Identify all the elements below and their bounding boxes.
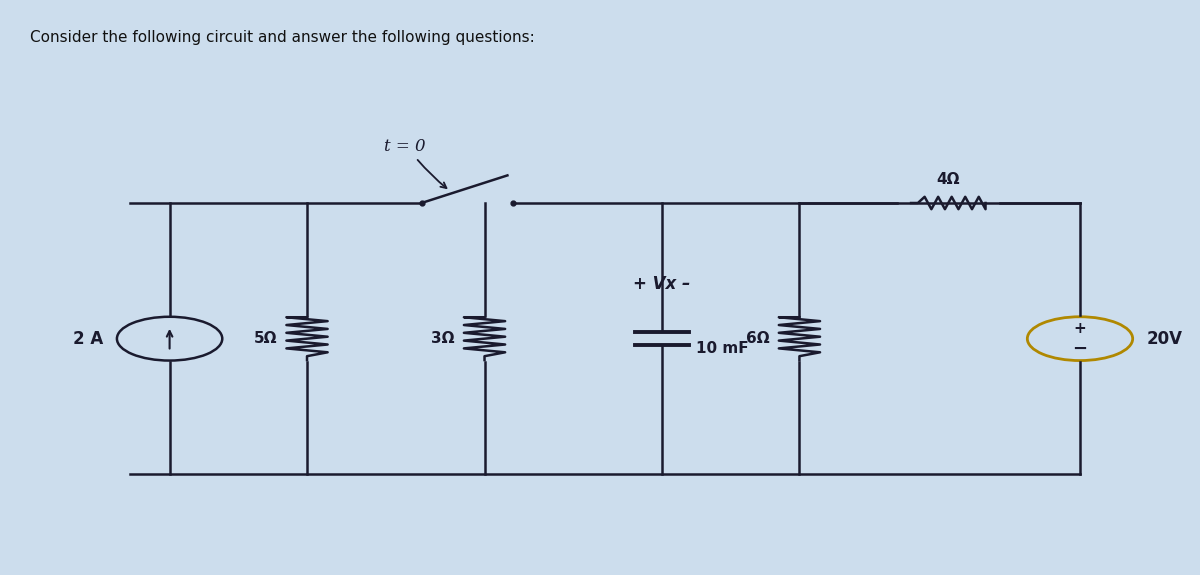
- Text: −: −: [1073, 340, 1087, 358]
- Text: +: +: [1074, 321, 1086, 336]
- Text: 6Ω: 6Ω: [746, 331, 769, 346]
- Text: + Vx –: + Vx –: [634, 275, 691, 293]
- Text: 5Ω: 5Ω: [253, 331, 277, 346]
- Text: 3Ω: 3Ω: [431, 331, 455, 346]
- Text: t = 0: t = 0: [384, 139, 425, 155]
- Text: 10 mF: 10 mF: [696, 340, 749, 356]
- Text: 20V: 20V: [1146, 329, 1182, 348]
- Text: 2 A: 2 A: [73, 329, 103, 348]
- Text: Consider the following circuit and answer the following questions:: Consider the following circuit and answe…: [30, 30, 535, 45]
- Text: 4Ω: 4Ω: [936, 172, 960, 187]
